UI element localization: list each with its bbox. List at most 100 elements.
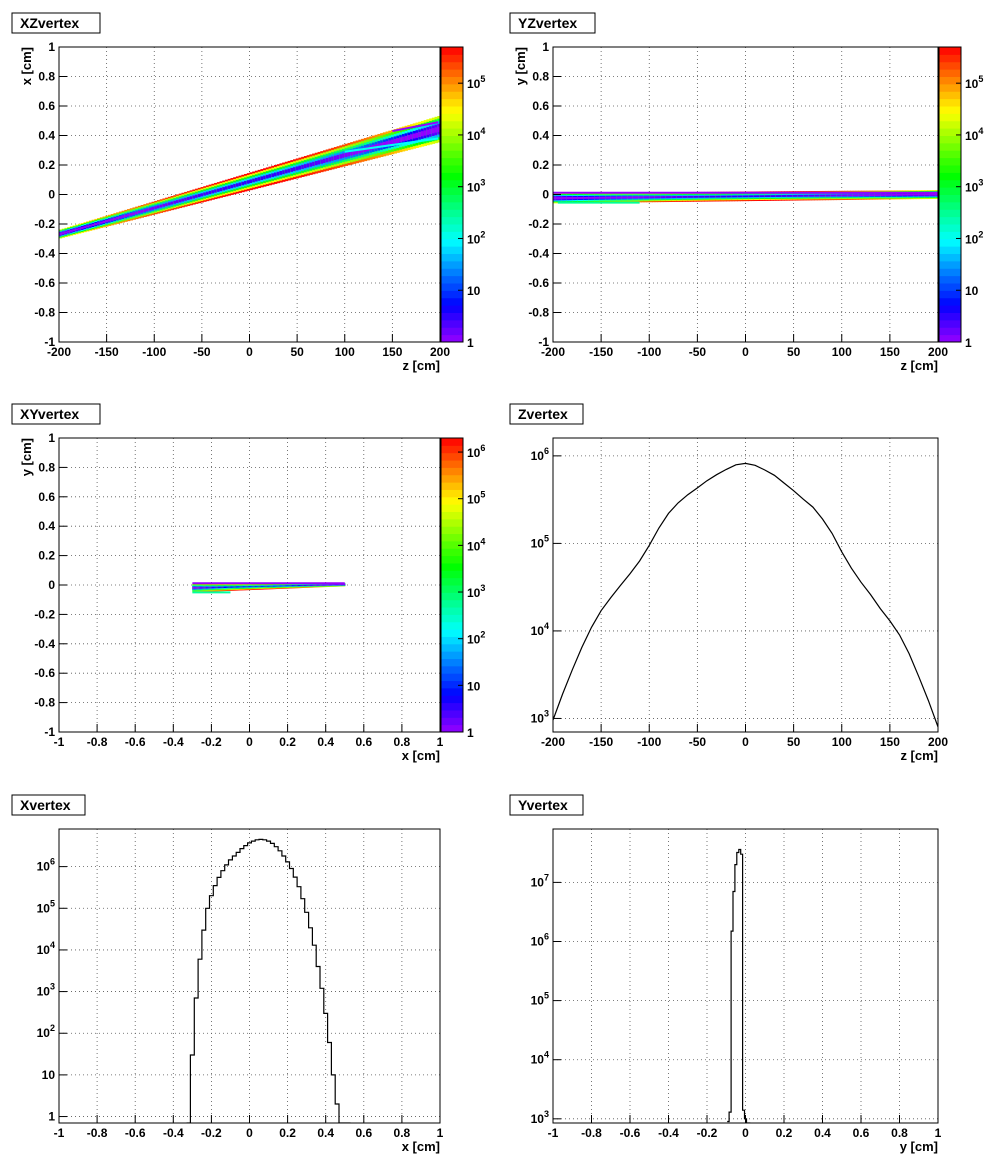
heatmap-cell xyxy=(924,193,928,196)
heatmap-cell xyxy=(281,585,284,587)
heatmap-cell xyxy=(110,218,115,221)
heatmap-cell xyxy=(132,212,136,215)
colorbar-segment xyxy=(441,319,463,328)
heatmap-cell xyxy=(668,196,672,199)
heatmap-cell xyxy=(276,171,281,176)
x-tick-label: -0.2 xyxy=(201,1126,222,1140)
heatmap-cell xyxy=(723,195,727,198)
x-tick-label: -200 xyxy=(47,345,71,359)
y-axis-label: y [cm] xyxy=(513,47,528,85)
colorbar-segment xyxy=(939,246,961,254)
heatmap-cell xyxy=(630,196,634,199)
x-tick-label: 200 xyxy=(928,735,948,749)
heatmap-cell xyxy=(232,586,235,588)
heatmap-cell xyxy=(192,195,196,199)
heatmap-cell xyxy=(336,584,338,586)
heatmap-cell xyxy=(313,584,315,586)
colorbar-segment xyxy=(441,702,463,711)
colorbar-segment xyxy=(939,201,961,210)
colorbar-segment xyxy=(441,548,463,557)
heatmap-cell xyxy=(907,193,912,196)
colorbar-segment xyxy=(441,187,463,195)
colorbar-segment xyxy=(441,165,463,173)
heatmap-cell xyxy=(254,177,259,182)
heatmap-cell xyxy=(61,232,66,235)
heatmap-cell xyxy=(342,153,346,158)
colorbar-segment xyxy=(441,687,463,696)
heatmap-cell xyxy=(803,194,807,197)
heatmap-cell xyxy=(841,194,846,197)
colorbar-segment xyxy=(939,61,961,70)
colorbar-frame xyxy=(440,437,464,733)
heatmap-cell xyxy=(315,584,318,586)
heatmap-cell xyxy=(610,196,615,199)
heatmap-cell xyxy=(193,587,196,589)
heatmap-cell xyxy=(693,195,697,198)
colorbar-segment xyxy=(441,577,463,586)
heatmap-cell xyxy=(734,195,738,198)
heatmap-cell xyxy=(753,195,758,198)
heatmap-cell xyxy=(657,196,661,199)
x-tick-label: 0.4 xyxy=(317,735,334,749)
x-tick-label: 0.6 xyxy=(355,735,372,749)
heatmap-cell xyxy=(822,194,826,197)
heatmap-cell xyxy=(202,586,204,589)
heatmap-cell xyxy=(91,223,95,226)
heatmap-cell xyxy=(184,197,188,201)
colorbar-segment xyxy=(939,327,961,336)
heatmap-cell xyxy=(426,129,430,135)
heatmap-cell xyxy=(569,196,573,200)
colorbar-segment xyxy=(939,224,961,232)
heatmap-cell xyxy=(616,196,620,199)
y-tick-label: -0.6 xyxy=(34,666,55,680)
colorbar-tick-label: 1 xyxy=(467,336,474,350)
heatmap-cell xyxy=(242,586,245,588)
heatmap-cell xyxy=(214,189,218,193)
heatmap-cell xyxy=(207,586,210,589)
heatmap-cell xyxy=(888,194,892,196)
heatmap-cell xyxy=(674,196,678,199)
heatmap-cell xyxy=(205,586,208,589)
y-axis-label: y [cm] xyxy=(19,438,34,476)
heatmap-cell xyxy=(210,586,213,589)
heatmap-cell xyxy=(244,180,248,185)
heatmap-cell xyxy=(293,585,296,587)
heatmap-cell xyxy=(729,195,733,198)
x-tick-label: 150 xyxy=(880,735,900,749)
colorbar-segment xyxy=(441,98,463,107)
colorbar-segment xyxy=(441,570,463,579)
chart-panel-yvertex: Yvertex -1 -0.8 -0.6 -0.4 -0.2 0 0.2 0.4 0.6 0.8 1 1… xyxy=(509,794,942,1154)
heatmap-cell xyxy=(195,194,199,198)
heatmap-cell xyxy=(830,194,835,197)
heatmap-cell xyxy=(231,586,234,588)
heatmap-cell xyxy=(555,197,560,200)
heatmap-cell xyxy=(352,150,357,155)
x-tick-label: -200 xyxy=(541,345,565,359)
y-tick-label: 103 xyxy=(531,1109,549,1126)
colorbar-segment xyxy=(441,54,463,63)
heatmap-cell xyxy=(808,194,813,197)
heatmap-cell xyxy=(235,183,240,187)
heatmap-cell xyxy=(229,586,232,588)
heatmap-cell xyxy=(252,178,256,183)
heatmap-cell xyxy=(676,196,681,198)
x-tick-label: -1 xyxy=(548,1126,559,1140)
heatmap-cell xyxy=(105,220,109,223)
heatmap-cell xyxy=(646,196,650,199)
heatmap-cell xyxy=(597,196,601,199)
heatmap-cell xyxy=(263,175,267,180)
y-tick-label: 0.2 xyxy=(38,549,55,563)
heatmap-cell xyxy=(731,195,736,198)
heatmap-cell xyxy=(167,202,172,206)
heatmap-cell xyxy=(929,193,934,196)
heatmap-cell xyxy=(324,584,326,586)
heatmap-cell xyxy=(268,585,271,587)
heatmap-cell xyxy=(227,586,229,588)
heatmap-cell xyxy=(263,585,265,587)
heatmap-cell xyxy=(200,193,204,197)
heatmap-cell xyxy=(230,586,233,588)
heatmap-cell xyxy=(894,194,898,196)
heatmap-cell xyxy=(288,585,290,587)
heatmap-cell xyxy=(72,229,76,232)
